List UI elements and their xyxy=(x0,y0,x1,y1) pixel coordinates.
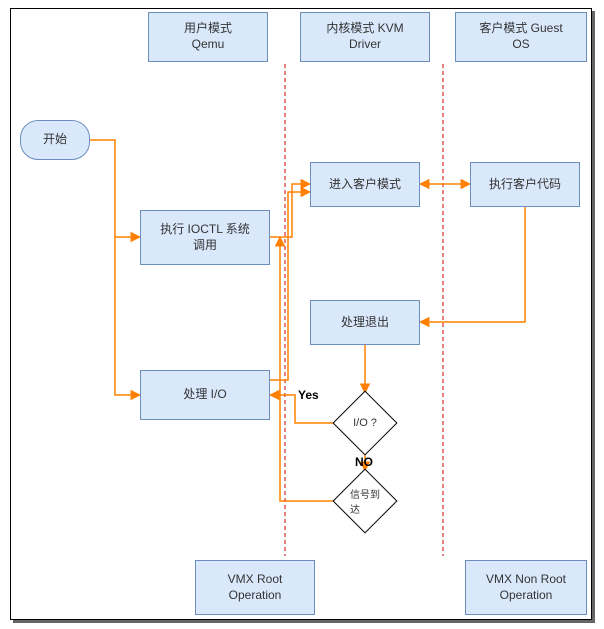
footer-vmxnonroot: VMX Non Root Operation xyxy=(465,560,587,615)
header-kernelmode: 内核模式 KVM Driver xyxy=(300,12,430,62)
node-io-decision: I/O ? xyxy=(342,400,388,446)
diagram-frame xyxy=(10,8,592,620)
node-handle-exit: 处理退出 xyxy=(310,300,420,345)
node-handle-io: 处理 I/O xyxy=(140,370,270,420)
footer-vmxroot: VMX Root Operation xyxy=(195,560,315,615)
label-no: NO xyxy=(355,455,373,469)
header-guestmode: 客户模式 Guest OS xyxy=(455,12,587,62)
header-usermode: 用户模式 Qemu xyxy=(148,12,268,62)
node-signal: 信号到 达 xyxy=(342,478,388,524)
io-decision-label: I/O ? xyxy=(342,400,388,446)
signal-label: 信号到 达 xyxy=(342,478,388,524)
node-ioctl: 执行 IOCTL 系统 调用 xyxy=(140,210,270,265)
node-exec-guest: 执行客户代码 xyxy=(470,162,580,207)
diagram-canvas: 用户模式 Qemu 内核模式 KVM Driver 客户模式 Guest OS … xyxy=(0,0,604,629)
label-yes: Yes xyxy=(298,388,319,402)
node-start: 开始 xyxy=(20,120,90,160)
node-enter-guest: 进入客户模式 xyxy=(310,162,420,207)
